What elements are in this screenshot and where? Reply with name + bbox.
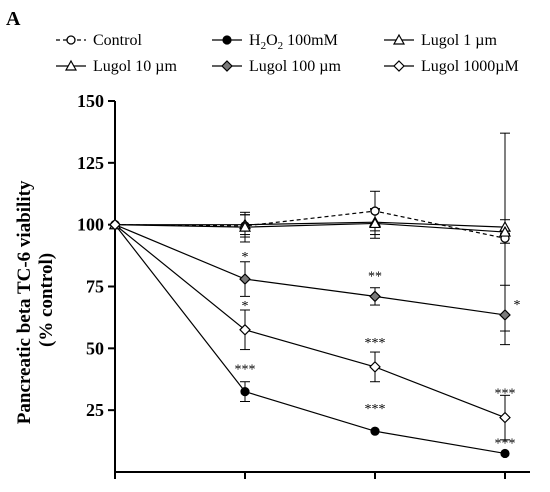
series-line xyxy=(114,210,506,239)
y-axis-title-line1: Pancreatic beta TC-6 viability xyxy=(14,180,35,424)
y-axis-title-line2: (% control) xyxy=(36,253,57,347)
axes xyxy=(114,101,530,473)
series-line xyxy=(114,224,506,455)
significance-label: *** xyxy=(495,387,516,402)
legend-item-lugol-10: Lugol 10 µm xyxy=(56,58,177,75)
data-point xyxy=(370,206,380,216)
data-point xyxy=(499,309,511,321)
significance-label: *** xyxy=(365,402,386,417)
series-0 xyxy=(114,190,510,244)
legend-label-h2o2: H2O2 100mM xyxy=(249,32,338,52)
legend-item-lugol-100: Lugol 100 µm xyxy=(212,58,341,75)
data-point xyxy=(369,361,381,373)
series-2 xyxy=(115,209,510,236)
significance-label: *** xyxy=(365,336,386,351)
y-tick-label: 100 xyxy=(77,215,104,235)
legend-item-control: Control xyxy=(56,32,142,49)
x-ticks xyxy=(114,472,506,479)
series-line xyxy=(114,222,506,233)
data-point xyxy=(370,426,380,436)
legend-label-lugol-1000: Lugol 1000µM xyxy=(421,58,519,75)
data-point xyxy=(240,387,250,397)
significance-label: * xyxy=(242,250,249,265)
series-line xyxy=(114,224,506,316)
data-point xyxy=(500,448,510,459)
legend-label-lugol-1: Lugol 1 µm xyxy=(421,32,497,49)
significance-label: * xyxy=(242,299,249,314)
series-line xyxy=(114,224,506,419)
data-point xyxy=(498,225,512,237)
data-point xyxy=(369,290,381,303)
data-point xyxy=(368,217,382,229)
panel-letter: A xyxy=(6,8,21,30)
series-line xyxy=(115,221,506,228)
y-tick-label: 50 xyxy=(86,338,104,358)
y-ticks: 150 125 100 75 50 25 xyxy=(77,91,115,420)
y-tick-label: 75 xyxy=(86,277,104,297)
data-point xyxy=(109,218,121,231)
y-tick-label: 25 xyxy=(86,400,104,420)
series-4 xyxy=(114,224,510,346)
y-tick-label: 125 xyxy=(77,153,104,173)
y-axis-title: Pancreatic beta TC-6 viability (% contro… xyxy=(14,176,57,424)
significance-label: *** xyxy=(235,363,256,378)
data-point xyxy=(499,411,511,424)
significance-label: *** xyxy=(495,436,516,451)
legend-item-lugol-1000: Lugol 1000µM xyxy=(384,58,519,75)
legend-label-control: Control xyxy=(93,32,142,49)
legend-item-h2o2: H2O2 100mM xyxy=(212,32,338,52)
significance-label: ** xyxy=(368,269,382,284)
y-tick-label: 150 xyxy=(77,91,104,111)
legend-label-lugol-10: Lugol 10 µm xyxy=(93,58,177,75)
series-5 xyxy=(114,224,510,441)
legend-item-lugol-1: Lugol 1 µm xyxy=(384,32,497,49)
significance-label: * xyxy=(514,298,521,313)
legend: Control H2O2 100mM Lugol 1 µm Lugol 10 µ… xyxy=(56,32,519,75)
series-1 xyxy=(114,224,506,455)
series-markers-1 xyxy=(110,220,510,459)
series-markers-5 xyxy=(109,218,511,424)
data-point xyxy=(238,220,252,232)
plot-area: ******************** xyxy=(108,132,521,459)
data-point xyxy=(239,273,251,285)
legend-label-lugol-100: Lugol 100 µm xyxy=(249,58,341,75)
data-point xyxy=(239,323,251,336)
